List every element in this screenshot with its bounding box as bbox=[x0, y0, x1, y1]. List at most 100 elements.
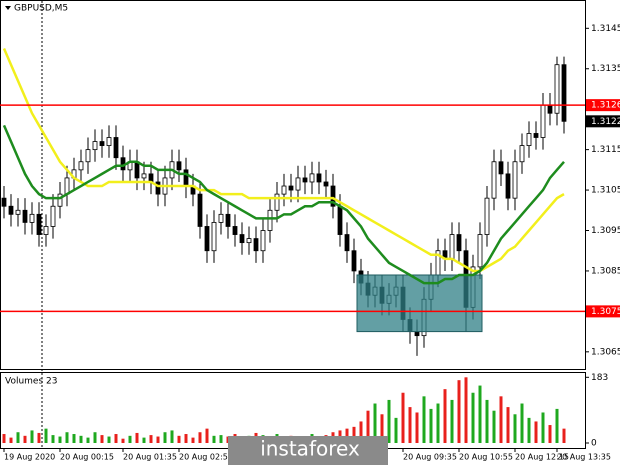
candle-body bbox=[92, 141, 98, 151]
y-tick-label: 1.3145 bbox=[591, 24, 620, 34]
volume-bar bbox=[205, 428, 209, 443]
last-price-box bbox=[586, 115, 620, 128]
volume-bar bbox=[86, 437, 90, 443]
volume-bar bbox=[121, 438, 125, 443]
candle-body bbox=[183, 169, 189, 187]
candle-body bbox=[260, 230, 266, 252]
moving-average bbox=[2, 48, 565, 273]
candle-body bbox=[414, 331, 420, 337]
volume-bar bbox=[443, 389, 447, 443]
candle-body bbox=[505, 173, 511, 199]
volume-bar bbox=[93, 432, 97, 443]
x-tick-label: 20 Aug 13:35 bbox=[557, 453, 611, 462]
candle-body bbox=[344, 234, 350, 252]
x-tick-label: 20 Aug 01:35 bbox=[123, 453, 177, 462]
volume-bar bbox=[212, 435, 216, 443]
volume-bar bbox=[359, 421, 363, 443]
level-label: 1.3126 bbox=[591, 101, 620, 111]
candle-body bbox=[64, 177, 70, 195]
volume-bar bbox=[373, 403, 377, 443]
candle-body bbox=[1, 197, 7, 207]
y-tick-label: 1.3095 bbox=[591, 226, 620, 236]
level-label-box bbox=[586, 305, 620, 318]
volume-bar bbox=[128, 435, 132, 443]
volume-bar bbox=[65, 432, 69, 443]
x-tick-label: 20 Aug 12:15 bbox=[515, 453, 569, 462]
candle-body bbox=[15, 209, 21, 215]
volume-bar bbox=[72, 434, 76, 443]
menu-arrow bbox=[5, 6, 11, 10]
candle-body bbox=[302, 177, 308, 183]
candle-body bbox=[316, 173, 322, 183]
volume-bar bbox=[555, 408, 559, 443]
volume-bar bbox=[380, 414, 384, 443]
candle-body bbox=[533, 133, 539, 138]
volume-bar bbox=[107, 436, 111, 443]
candle-body bbox=[498, 161, 504, 175]
candle-body bbox=[78, 161, 84, 171]
candle-body bbox=[22, 209, 28, 223]
volume-bar bbox=[499, 396, 503, 443]
candle-body bbox=[337, 205, 343, 235]
y-tick-label: 1.3105 bbox=[591, 186, 620, 196]
candle-body bbox=[85, 149, 91, 163]
candle-body bbox=[512, 161, 518, 199]
volume-bar bbox=[191, 437, 195, 443]
chart-title: GBPUSD,M5 bbox=[14, 4, 68, 14]
volume-bar bbox=[58, 436, 62, 443]
volume-bar bbox=[345, 428, 349, 443]
volume-bar bbox=[534, 421, 538, 443]
y-tick-label: 1.3065 bbox=[591, 347, 620, 357]
last-price-label: 1.3122 bbox=[591, 117, 620, 127]
highlight-zone bbox=[356, 274, 483, 333]
volume-bar bbox=[387, 399, 391, 443]
volume-bar bbox=[9, 437, 13, 443]
candle-body bbox=[99, 141, 105, 146]
volume-bar bbox=[548, 425, 552, 443]
candle-body bbox=[36, 213, 42, 235]
volume-bar bbox=[436, 403, 440, 443]
candle-body bbox=[484, 197, 490, 235]
volume-bar bbox=[541, 412, 545, 443]
volume-bar bbox=[471, 392, 475, 443]
volume-title: Volumes 23 bbox=[5, 377, 57, 387]
candle-body bbox=[155, 181, 161, 195]
volume-bar bbox=[184, 434, 188, 443]
candle-body bbox=[141, 173, 147, 179]
y-tick-label: 0 bbox=[591, 439, 597, 449]
volume-bar bbox=[198, 432, 202, 443]
candle-body bbox=[547, 104, 553, 114]
volume-bar bbox=[492, 410, 496, 443]
x-tick-label: 20 Aug 10:55 bbox=[459, 453, 513, 462]
volume-bar bbox=[464, 377, 468, 443]
volume-bar bbox=[177, 435, 181, 443]
x-tick-label: 20 Aug 02:55 bbox=[179, 453, 233, 462]
y-tick-label: 183 bbox=[591, 373, 608, 383]
volume-bar bbox=[527, 417, 531, 443]
moving-average bbox=[2, 124, 565, 285]
volume-bar bbox=[100, 435, 104, 443]
candle-body bbox=[50, 205, 56, 227]
candle-body bbox=[225, 213, 231, 227]
y-tick-label: 1.3135 bbox=[591, 64, 620, 74]
candle-body bbox=[330, 185, 336, 207]
candle-body bbox=[519, 145, 525, 163]
volume-bar bbox=[478, 385, 482, 443]
candle-body bbox=[323, 181, 329, 187]
volume-bar bbox=[520, 403, 524, 443]
volume-bar bbox=[114, 434, 118, 443]
candle-body bbox=[540, 104, 546, 138]
y-tick-label: 1.3085 bbox=[591, 266, 620, 276]
main-pane-frame bbox=[0, 0, 586, 370]
candle-body bbox=[204, 226, 210, 252]
volume-bar bbox=[513, 414, 517, 443]
candle-body bbox=[288, 185, 294, 191]
candle-body bbox=[449, 234, 455, 260]
candle-body bbox=[477, 234, 483, 268]
watermark-box bbox=[228, 436, 388, 465]
volume-bar bbox=[135, 432, 139, 443]
candle-body bbox=[246, 238, 252, 244]
